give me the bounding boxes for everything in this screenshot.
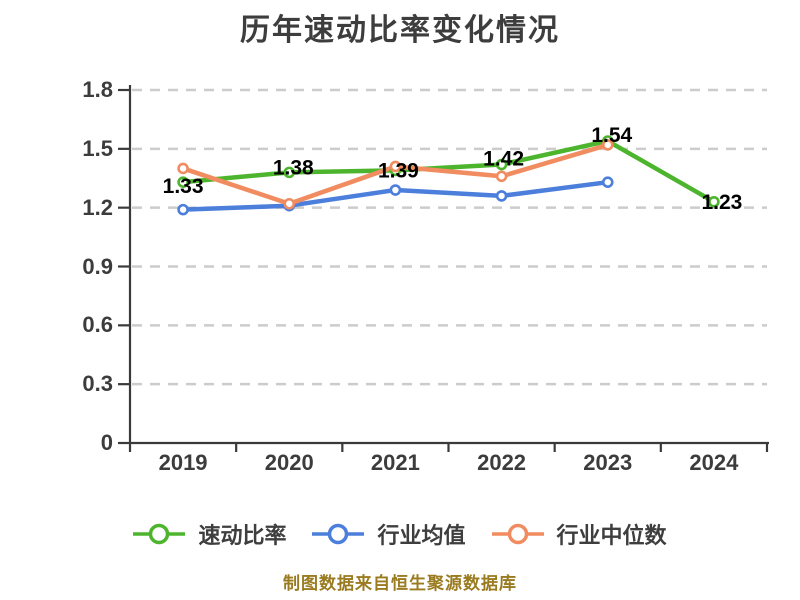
quick-ratio-value-label-2022: 1.42 (483, 148, 524, 171)
data-source-note: 制图数据来自恒生聚源数据库 (283, 574, 517, 593)
quick-ratio-value-label-2021: 1.39 (378, 159, 419, 182)
quick-ratio-point-2022 (495, 158, 508, 171)
legend-marker-industry-average-icon (312, 523, 365, 545)
industry-median-point-2023 (601, 139, 614, 151)
quick-ratio-value-label-2020: 1.38 (273, 156, 314, 179)
chart-legend: 速动比率 行业均值 行业中位数 (0, 518, 800, 550)
quick-ratio-line (180, 138, 717, 205)
x-axis-label-2022: 2022 (477, 450, 527, 475)
quick-ratio-value-label-2023: 1.54 (591, 124, 632, 147)
legend-label-industry-median: 行业中位数 (556, 523, 667, 548)
industry-average-point-2021 (389, 184, 402, 196)
industry-median-point-2019 (177, 162, 189, 175)
x-axis-label-2019: 2019 (158, 450, 208, 475)
y-axis-label-0.9: 0.9 (82, 253, 113, 279)
x-axis-label-2024: 2024 (689, 450, 739, 475)
legend-item-industry-median[interactable]: 行业中位数 (491, 518, 667, 550)
quick-ratio-point-2024 (708, 195, 720, 208)
industry-median-point-2021 (389, 160, 402, 173)
y-axis-label-1.5: 1.5 (82, 135, 113, 161)
quick-ratio-value-label-2019: 1.33 (163, 175, 204, 198)
y-axis-label-0: 0 (100, 430, 113, 455)
legend-label-quick-ratio: 速动比率 (198, 523, 287, 548)
industry-median-point-2020 (283, 197, 296, 210)
y-axis-label-0.6: 0.6 (82, 312, 113, 338)
x-axis-label-2023: 2023 (583, 450, 633, 475)
industry-average-point-2019 (177, 203, 189, 216)
x-axis-label-2021: 2021 (370, 450, 420, 475)
y-axis-label-1.2: 1.2 (82, 194, 113, 220)
quick-ratio-point-2020 (283, 166, 296, 179)
chart-title: 历年速动比率变化情况 (240, 14, 560, 47)
industry-average-point-2022 (495, 190, 508, 202)
industry-average-point-2023 (601, 176, 614, 188)
y-axis-label-0.3: 0.3 (82, 371, 113, 397)
legend-item-industry-average[interactable]: 行业均值 (312, 518, 466, 550)
quick-ratio-value-label-2024: 1.23 (701, 191, 742, 214)
legend-item-quick-ratio[interactable]: 速动比率 (133, 518, 286, 550)
legend-label-industry-average: 行业均值 (377, 523, 466, 548)
quick-ratio-point-2019 (177, 176, 189, 188)
legend-marker-quick-ratio-icon (133, 523, 186, 545)
legend-marker-industry-median-icon (491, 523, 544, 545)
x-axis-label-2020: 2020 (264, 450, 314, 475)
industry-median-point-2022 (495, 170, 508, 183)
y-axis-label-1.8: 1.8 (82, 77, 113, 102)
